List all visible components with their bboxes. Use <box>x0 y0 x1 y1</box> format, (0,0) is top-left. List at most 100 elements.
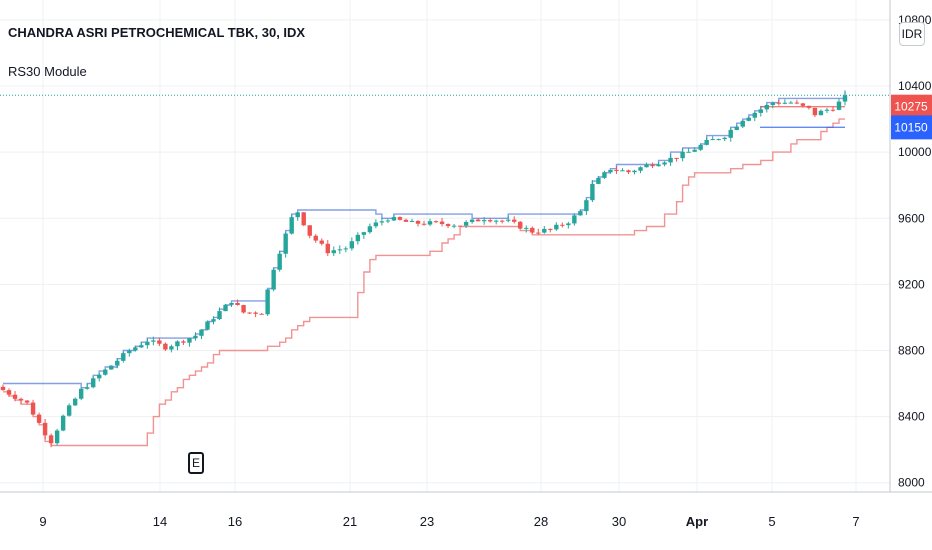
candle-body <box>109 365 114 370</box>
candle-body <box>614 169 619 171</box>
price-badge-bg <box>891 115 932 140</box>
candle <box>469 219 475 224</box>
candle-body <box>42 422 48 436</box>
candle <box>60 414 66 432</box>
candle <box>211 316 216 325</box>
candle <box>301 212 306 227</box>
candle-body <box>824 109 830 111</box>
candle <box>830 106 836 112</box>
candle-body <box>6 390 12 395</box>
x-tick-label: 30 <box>612 514 626 529</box>
candle-body <box>806 105 812 108</box>
candle-body <box>403 219 409 222</box>
candle <box>656 161 661 167</box>
candle-body <box>626 170 631 173</box>
candle <box>6 388 12 397</box>
candle <box>30 399 36 416</box>
candle-body <box>734 126 739 130</box>
candle <box>680 148 685 162</box>
candle-body <box>211 319 216 322</box>
candle-body <box>18 398 24 401</box>
candle-body <box>439 221 445 225</box>
candle <box>812 107 818 118</box>
candle-body <box>247 312 252 314</box>
candle <box>109 365 114 370</box>
candle-body <box>78 388 84 399</box>
candle <box>145 338 150 349</box>
candle <box>674 157 679 162</box>
candle <box>728 127 733 142</box>
candle-body <box>343 248 349 250</box>
symbol-title: CHANDRA ASRI PETROCHEMICAL TBK, 30, IDX <box>8 25 306 40</box>
candle <box>409 218 415 222</box>
earnings-event-marker[interactable]: E <box>188 452 204 474</box>
candle-body <box>475 219 481 222</box>
candle-body <box>602 172 607 178</box>
currency-button[interactable]: IDR <box>899 22 925 46</box>
candle <box>668 153 673 167</box>
candle-body <box>283 233 288 254</box>
candle-body <box>235 302 240 306</box>
candle <box>85 383 90 390</box>
candle <box>782 99 788 105</box>
candle-body <box>463 222 469 226</box>
candle <box>427 218 433 227</box>
candle <box>493 219 499 225</box>
candle-body <box>199 329 204 336</box>
candle <box>800 102 806 108</box>
time-axis[interactable]: 9 14 16 21 23 28 30 Apr 5 7 <box>0 491 932 529</box>
candle <box>644 162 649 168</box>
candle <box>788 100 794 104</box>
candle-body <box>644 164 649 168</box>
candle-body <box>307 225 312 236</box>
price-badge: 10150 <box>891 115 932 140</box>
candle-body <box>638 167 643 171</box>
candle-body <box>91 378 96 388</box>
candle <box>223 304 228 312</box>
price-axis[interactable]: 1080010400100009600920088008400800010275… <box>889 0 932 492</box>
candle <box>626 169 631 175</box>
candle <box>536 228 541 236</box>
candle <box>133 345 138 352</box>
candle-body <box>259 313 264 315</box>
candle-body <box>289 217 294 234</box>
candle-body <box>349 241 355 249</box>
y-tick-label: 8400 <box>898 410 925 424</box>
candle-body <box>277 253 282 270</box>
candle <box>235 299 240 306</box>
candle <box>776 100 782 106</box>
candle <box>463 220 469 228</box>
candle <box>325 240 330 256</box>
candle-body <box>133 347 138 351</box>
candle <box>289 214 294 235</box>
candle-body <box>451 225 457 227</box>
candle-body <box>127 350 132 354</box>
candle-body <box>596 177 601 184</box>
candle <box>740 120 745 128</box>
candle-body <box>686 151 691 153</box>
candle <box>614 165 619 174</box>
candle <box>199 329 204 340</box>
indicator-legend[interactable]: RS30 Module <box>8 64 87 79</box>
candle-body <box>716 139 721 141</box>
candle-body <box>379 221 385 223</box>
candle <box>758 107 763 117</box>
candle <box>686 148 691 153</box>
candle <box>367 223 373 234</box>
candle-body <box>788 102 794 104</box>
candle <box>169 344 174 353</box>
candle <box>355 232 361 245</box>
x-tick-label: 5 <box>768 514 775 529</box>
candle <box>163 342 168 352</box>
candle-body <box>355 234 361 242</box>
candle-body <box>121 353 126 361</box>
candle-body <box>337 249 342 251</box>
candle-body <box>608 169 613 173</box>
candle <box>578 209 583 216</box>
price-badge-label: 10150 <box>894 120 928 134</box>
candle <box>650 162 655 169</box>
y-tick-label: 9600 <box>898 211 925 225</box>
candle-body <box>782 102 788 104</box>
